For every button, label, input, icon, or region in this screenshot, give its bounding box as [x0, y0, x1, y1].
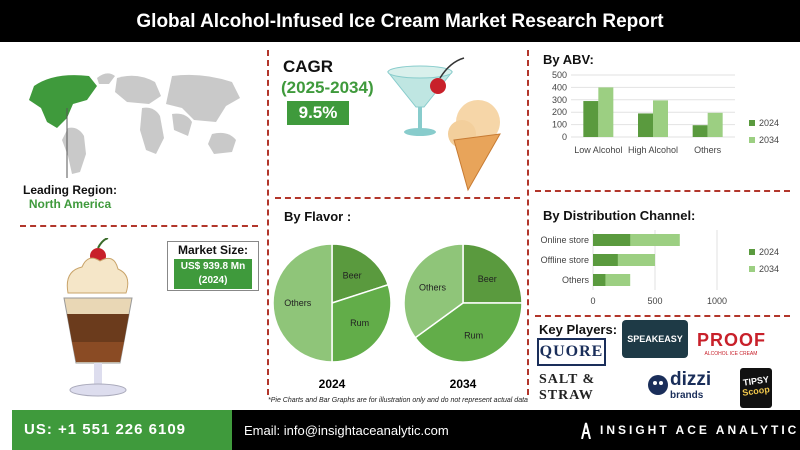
y-tick-label: 0 — [562, 132, 567, 142]
north-america-shape — [29, 75, 97, 128]
parfait-icon — [63, 238, 133, 397]
pie-slice — [403, 243, 464, 339]
pie-caption: 2024 — [319, 377, 346, 391]
brand-logo-icon — [581, 422, 591, 439]
divider — [20, 225, 258, 227]
bar — [638, 113, 653, 137]
bar — [598, 87, 614, 137]
dizzi-face-icon — [648, 375, 668, 395]
market-size-label: Market Size: — [177, 243, 249, 257]
proof-name: PROOF — [697, 330, 767, 350]
pie-label: Others — [284, 298, 312, 308]
ice-cream-cocktail-icon — [386, 57, 501, 192]
divider — [275, 197, 520, 199]
market-size-value: US$ 939.8 Mn (2024) — [174, 259, 252, 289]
bar — [583, 101, 599, 137]
x-tick-label: 0 — [590, 296, 595, 306]
bar — [707, 112, 723, 137]
footer-email: Email: info@insightaceanalytic.com — [244, 423, 449, 438]
y-tick-label: 300 — [552, 95, 567, 105]
pie-slice — [331, 243, 390, 305]
divider — [267, 50, 269, 395]
bar — [593, 234, 631, 246]
distribution-bar-chart: 0 500 1000 Online store Offline store Others 2… — [540, 230, 779, 306]
leading-region-label: Leading Region: — [23, 183, 117, 197]
page-title: Global Alcohol-Infused Ice Cream Market … — [0, 0, 800, 42]
leading-region-value: North America — [28, 197, 112, 211]
divider — [527, 50, 529, 395]
legend-label: 2024 — [759, 118, 779, 128]
player-logo-speakeasy: SPEAKEASY — [622, 320, 688, 358]
x-tick-label: 1000 — [707, 296, 727, 306]
footer-phone: US: +1 551 226 6109 — [12, 410, 232, 450]
legend-swatch — [749, 249, 755, 255]
pie-slice — [414, 302, 523, 363]
market-size-year: (2024) — [198, 275, 228, 286]
pie-label: Rum — [464, 331, 483, 341]
pie-caption: 2034 — [450, 377, 477, 391]
x-tick-label: Low Alcohol — [574, 145, 622, 155]
y-tick-label: Others — [562, 275, 590, 285]
pie-label: Others — [419, 282, 447, 292]
bar — [692, 125, 708, 137]
legend-label: 2034 — [759, 264, 779, 274]
market-size-box: Market Size: US$ 939.8 Mn (2024) — [167, 241, 259, 291]
y-tick-label: 400 — [552, 82, 567, 92]
dizzi-name: dizzi — [670, 369, 712, 390]
legend-label: 2034 — [759, 135, 779, 145]
flavor-pie-charts: Beer Rum Others 2024 Beer Rum Others 2034 — [272, 243, 523, 391]
legend-swatch — [749, 266, 755, 272]
legend-label: 2024 — [759, 247, 779, 257]
pie-slice — [272, 243, 333, 363]
divider — [535, 190, 790, 192]
distribution-chart-title: By Distribution Channel: — [543, 208, 696, 223]
pie-slice — [331, 283, 392, 363]
player-logo-quore: QUORE — [537, 338, 606, 366]
player-logo-proof: PROOF ALCOHOL ICE CREAM — [697, 330, 765, 357]
y-tick-label: 500 — [552, 70, 567, 80]
pie-label: Beer — [343, 270, 362, 280]
abv-chart-title: By ABV: — [543, 52, 594, 67]
pie-label: Beer — [478, 274, 497, 284]
x-tick-label: 500 — [647, 296, 662, 306]
footer-bar: Email: info@insightaceanalytic.com INSIG… — [232, 410, 800, 450]
player-logo-dizzi: dizzi brands — [648, 369, 718, 403]
player-logo-tipsy-scoop: TIPSY Scoop — [740, 368, 772, 408]
legend-swatch — [749, 120, 755, 126]
footer-brand: INSIGHT ACE ANALYTIC — [600, 423, 800, 437]
illustration-note: *Pie Charts and Bar Graphs are for illus… — [268, 397, 528, 404]
cagr-period: (2025-2034) — [281, 78, 374, 97]
flavor-chart-title: By Flavor : — [284, 209, 352, 224]
bar — [653, 100, 668, 137]
y-tick-label: 100 — [552, 120, 567, 130]
pie-label: Rum — [350, 318, 369, 328]
cagr-value: 9.5% — [287, 101, 349, 125]
proof-subtext: ALCOHOL ICE CREAM — [704, 351, 758, 357]
player-logo-salt-straw: SALT & STRAW — [539, 372, 596, 403]
abv-bar-chart: 0 100 200 300 400 500 Low Alcohol High Alcohol O… — [552, 70, 779, 155]
y-tick-label: Offline store — [541, 255, 589, 265]
market-size-amount: US$ 939.8 Mn — [180, 261, 246, 272]
y-tick-label: Online store — [540, 235, 589, 245]
y-tick-label: 200 — [552, 107, 567, 117]
x-tick-label: High Alcohol — [628, 145, 678, 155]
dizzi-sub: brands — [670, 390, 704, 401]
divider — [535, 315, 790, 317]
bar — [593, 254, 618, 266]
x-tick-label: Others — [694, 145, 722, 155]
cagr-title: CAGR — [283, 57, 334, 76]
key-players-title: Key Players: — [539, 322, 618, 337]
bar — [593, 274, 606, 286]
world-map — [29, 73, 240, 178]
pie-slice — [462, 243, 523, 304]
legend-swatch — [749, 137, 755, 143]
